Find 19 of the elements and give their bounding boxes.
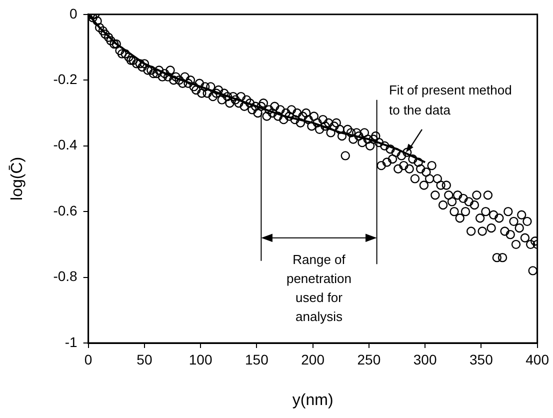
x-tick-label: 100	[188, 351, 212, 368]
x-tick-label: 50	[136, 351, 152, 368]
y-tick-label: -0.4	[53, 136, 78, 153]
x-tick-label: 200	[301, 351, 325, 368]
x-tick-label: 400	[526, 351, 550, 368]
y-tick-label: -0.8	[53, 268, 78, 284]
y-tick-label: 0	[70, 5, 78, 22]
annotation: Fit of present method to the data	[388, 82, 512, 118]
y-tick-label: -1	[64, 334, 78, 350]
annotation: Range of penetration used for analysis	[286, 252, 352, 324]
x-tick-label: 350	[470, 351, 494, 368]
x-tick-label: 0	[84, 351, 92, 368]
y-axis-title: log(C̄)	[8, 156, 26, 200]
y-tick-label: -0.6	[53, 202, 78, 218]
x-axis-title: y(nm)	[292, 392, 334, 409]
x-tick-label: 250	[357, 351, 381, 368]
x-tick-label: 300	[413, 351, 437, 368]
x-tick-label: 150	[245, 351, 269, 368]
y-tick-label: -0.2	[53, 70, 78, 87]
